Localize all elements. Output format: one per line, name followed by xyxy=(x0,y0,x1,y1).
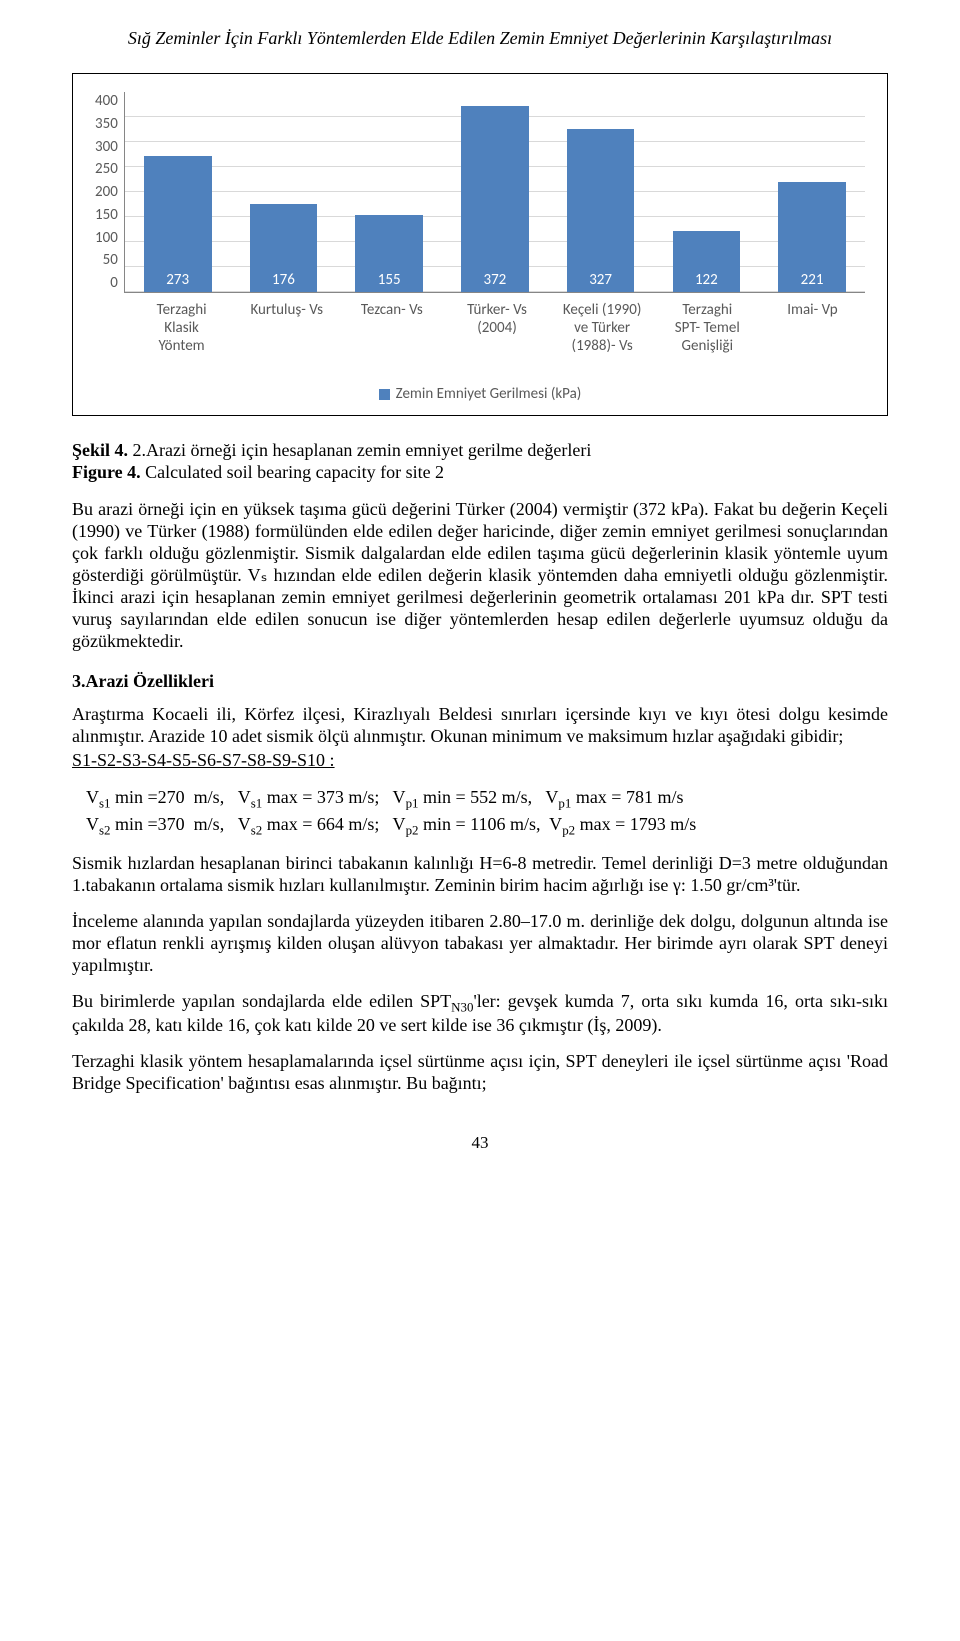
y-tick: 300 xyxy=(95,138,118,156)
velocity-line-1: Vs1 min =270 m/s, Vs1 max = 373 m/s; Vp1… xyxy=(86,785,888,812)
x-category: Keçeli (1990) ve Türker (1988)- Vs xyxy=(550,301,655,355)
x-category: Kurtuluş- Vs xyxy=(234,301,339,355)
y-tick: 350 xyxy=(95,115,118,133)
paragraph-6: Terzaghi klasik yöntem hesaplamalarında … xyxy=(72,1051,888,1095)
x-category: Terzaghi Klasik Yöntem xyxy=(129,301,234,355)
y-tick: 250 xyxy=(95,160,118,178)
chart-y-axis: 400 350 300 250 200 150 100 50 0 xyxy=(95,92,124,292)
bar-value-label: 122 xyxy=(695,271,718,292)
bar-value-label: 372 xyxy=(483,271,506,292)
chart-frame: 400 350 300 250 200 150 100 50 0 273 176 155 372 327… xyxy=(72,73,888,416)
figure-caption: Şekil 4. 2.Arazi örneği için hesaplanan … xyxy=(72,440,888,483)
bar-column: 176 xyxy=(231,92,337,292)
bar: 176 xyxy=(250,204,318,292)
bar: 122 xyxy=(673,231,741,292)
paragraph-2: Araştırma Kocaeli ili, Körfez ilçesi, Ki… xyxy=(72,704,888,748)
bar-column: 122 xyxy=(653,92,759,292)
para5-prefix: Bu birimlerde yapılan sondajlarda elde e… xyxy=(72,991,451,1011)
bar-column: 327 xyxy=(548,92,654,292)
y-tick: 200 xyxy=(95,183,118,201)
bar: 372 xyxy=(461,106,529,292)
legend-label: Zemin Emniyet Gerilmesi (kPa) xyxy=(396,385,582,403)
paragraph-5: Bu birimlerde yapılan sondajlarda elde e… xyxy=(72,991,888,1037)
bar-value-label: 176 xyxy=(272,271,295,292)
stations-label: S1-S2-S3-S4-S5-S6-S7-S8-S9-S10 : xyxy=(72,750,335,770)
chart-plot: 400 350 300 250 200 150 100 50 0 273 176 155 372 327… xyxy=(95,92,865,293)
bar-value-label: 221 xyxy=(801,271,824,292)
velocity-line-2: Vs2 min =370 m/s, Vs2 max = 664 m/s; Vp2… xyxy=(86,812,888,839)
caption-sekil: 2.Arazi örneği için hesaplanan zemin emn… xyxy=(128,440,591,460)
running-head: Sığ Zeminler İçin Farklı Yöntemlerden El… xyxy=(72,28,888,49)
x-category: Imai- Vp xyxy=(760,301,865,355)
y-tick: 0 xyxy=(110,274,118,292)
caption-figure: Calculated soil bearing capacity for sit… xyxy=(141,462,444,482)
x-category: Tezcan- Vs xyxy=(339,301,444,355)
legend-swatch xyxy=(379,389,390,400)
paragraph-3: Sismik hızlardan hesaplanan birinci taba… xyxy=(72,853,888,897)
caption-sekil-bold: Şekil 4. xyxy=(72,440,128,460)
chart-legend: Zemin Emniyet Gerilmesi (kPa) xyxy=(95,385,865,403)
chart-plot-area: 273 176 155 372 327 122 221 xyxy=(124,92,865,293)
bar-value-label: 273 xyxy=(166,271,189,292)
y-tick: 400 xyxy=(95,92,118,110)
bar-value-label: 155 xyxy=(378,271,401,292)
x-category: Türker- Vs (2004) xyxy=(444,301,549,355)
bar-column: 221 xyxy=(759,92,865,292)
y-tick: 100 xyxy=(95,229,118,247)
chart-x-axis: Terzaghi Klasik YöntemKurtuluş- VsTezcan… xyxy=(129,301,865,355)
bar: 221 xyxy=(778,182,846,293)
bar-value-label: 327 xyxy=(589,271,612,292)
section-heading-3: 3.Arazi Özellikleri xyxy=(72,671,888,692)
bar: 155 xyxy=(355,215,423,293)
velocities-block: Vs1 min =270 m/s, Vs1 max = 373 m/s; Vp1… xyxy=(86,785,888,839)
bar-column: 273 xyxy=(125,92,231,292)
paragraph-4: İnceleme alanında yapılan sondajlarda yü… xyxy=(72,911,888,977)
page: Sığ Zeminler İçin Farklı Yöntemlerden El… xyxy=(0,0,960,1193)
x-category: Terzaghi SPT- Temel Genişliği xyxy=(655,301,760,355)
caption-figure-bold: Figure 4. xyxy=(72,462,141,482)
stations-line: S1-S2-S3-S4-S5-S6-S7-S8-S9-S10 : xyxy=(72,750,888,771)
para5-sub: N30 xyxy=(451,999,473,1014)
bar-column: 372 xyxy=(442,92,548,292)
y-tick: 50 xyxy=(103,251,118,269)
y-tick: 150 xyxy=(95,206,118,224)
page-number: 43 xyxy=(72,1133,888,1153)
bar-column: 155 xyxy=(336,92,442,292)
bar: 327 xyxy=(567,129,635,293)
bar: 273 xyxy=(144,156,212,293)
paragraph-1: Bu arazi örneği için en yüksek taşıma gü… xyxy=(72,499,888,653)
